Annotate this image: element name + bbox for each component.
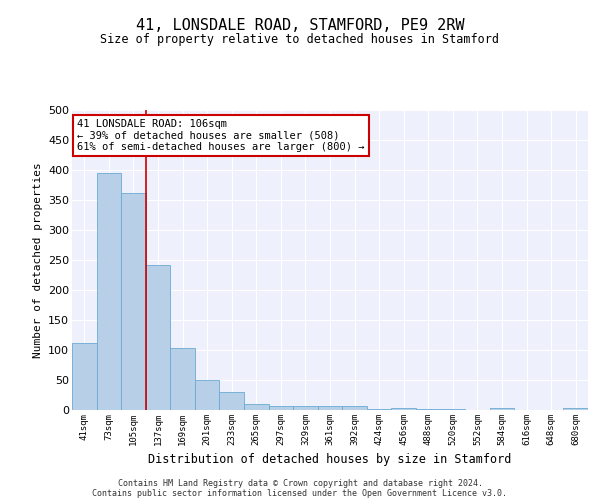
- Bar: [391, 408, 416, 410]
- Bar: [121, 194, 146, 410]
- Bar: [244, 404, 269, 410]
- Text: Size of property relative to detached houses in Stamford: Size of property relative to detached ho…: [101, 32, 499, 46]
- Bar: [170, 348, 195, 410]
- Bar: [220, 392, 244, 410]
- Bar: [318, 406, 342, 410]
- Bar: [293, 406, 318, 410]
- Bar: [146, 265, 170, 410]
- Bar: [97, 173, 121, 410]
- Y-axis label: Number of detached properties: Number of detached properties: [32, 162, 43, 358]
- Text: 41 LONSDALE ROAD: 106sqm
← 39% of detached houses are smaller (508)
61% of semi-: 41 LONSDALE ROAD: 106sqm ← 39% of detach…: [77, 119, 365, 152]
- Bar: [490, 408, 514, 410]
- Bar: [342, 406, 367, 410]
- Bar: [367, 409, 391, 410]
- Bar: [269, 406, 293, 410]
- Bar: [563, 408, 588, 410]
- Bar: [440, 409, 465, 410]
- X-axis label: Distribution of detached houses by size in Stamford: Distribution of detached houses by size …: [148, 454, 512, 466]
- Bar: [72, 344, 97, 410]
- Text: 41, LONSDALE ROAD, STAMFORD, PE9 2RW: 41, LONSDALE ROAD, STAMFORD, PE9 2RW: [136, 18, 464, 32]
- Text: Contains HM Land Registry data © Crown copyright and database right 2024.: Contains HM Land Registry data © Crown c…: [118, 478, 482, 488]
- Bar: [195, 380, 220, 410]
- Text: Contains public sector information licensed under the Open Government Licence v3: Contains public sector information licen…: [92, 488, 508, 498]
